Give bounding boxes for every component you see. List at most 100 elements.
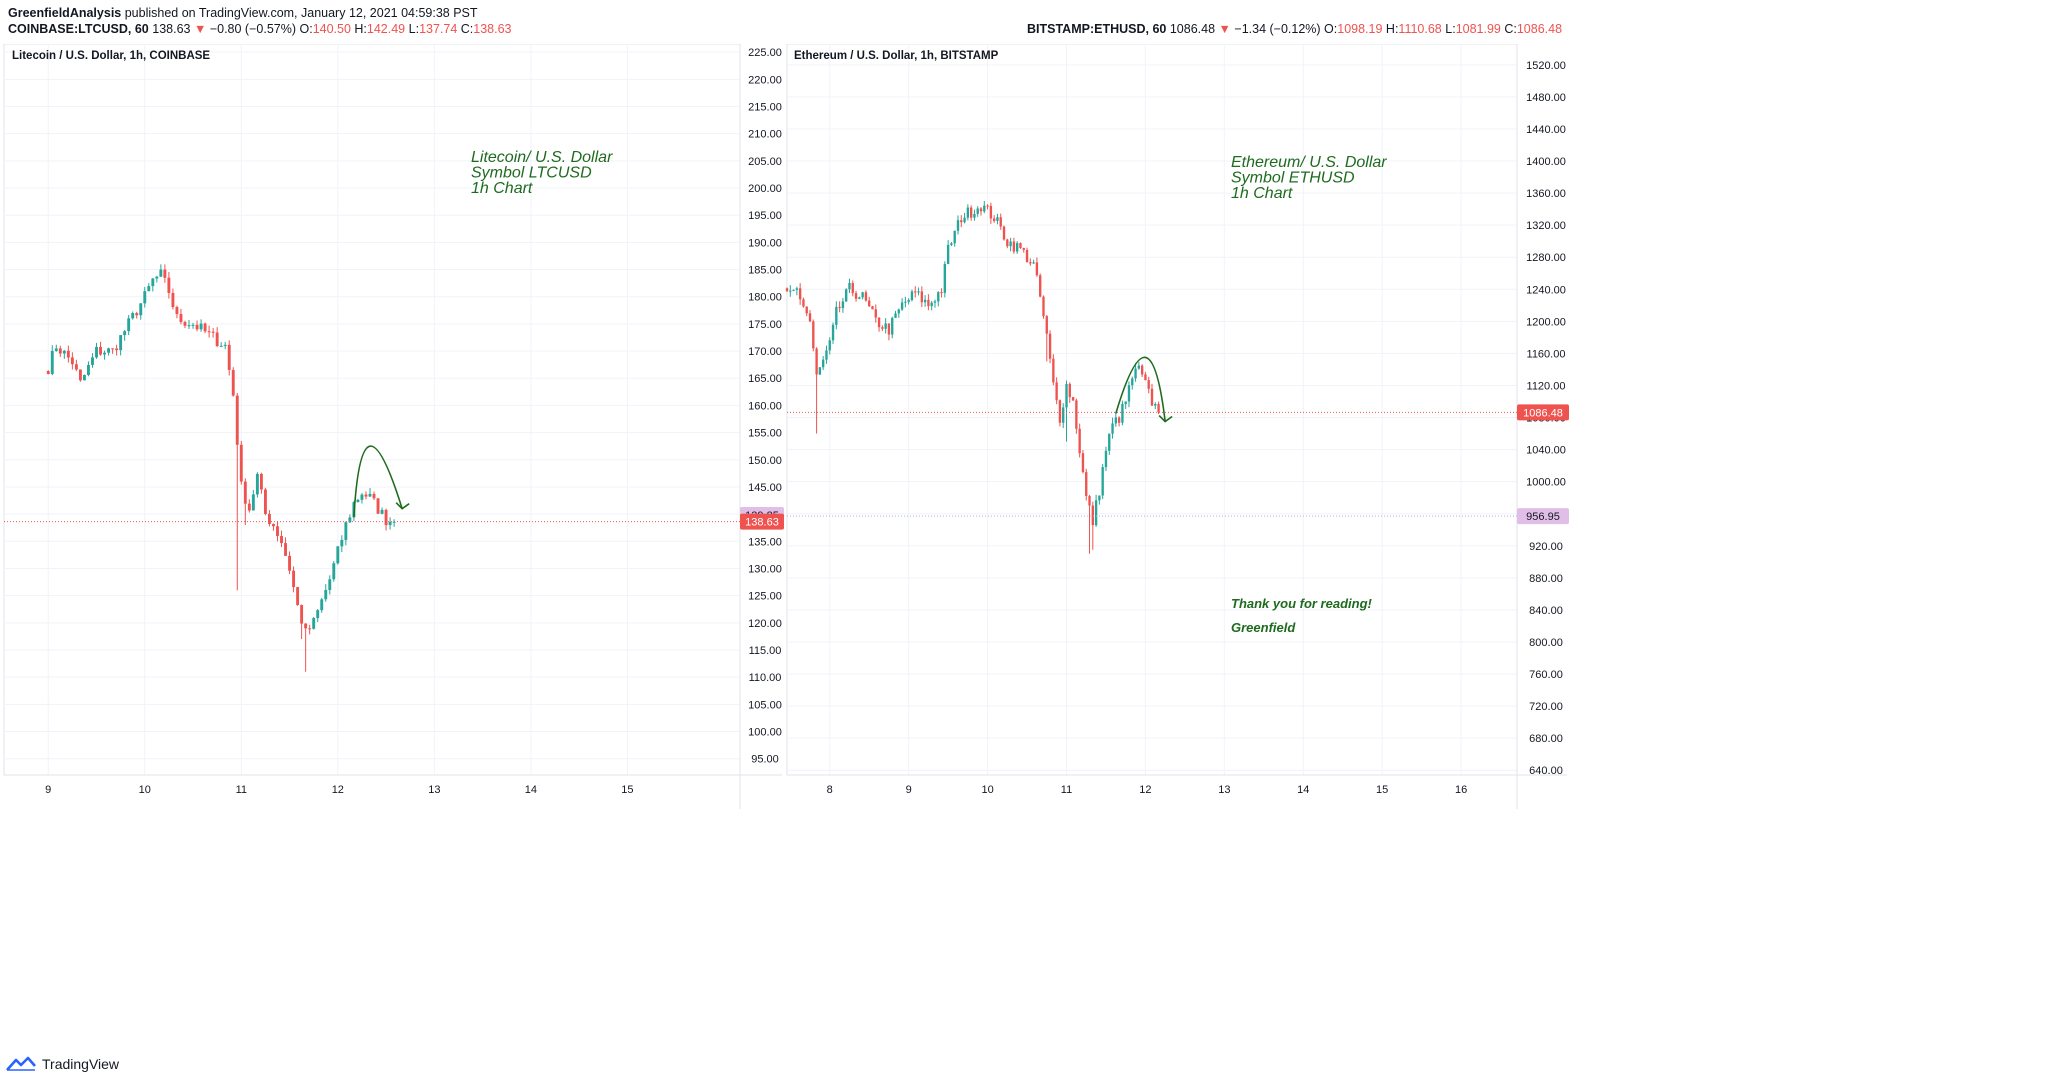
- eth-candle[interactable]: [874, 309, 877, 318]
- eth-candle[interactable]: [973, 213, 976, 218]
- eth-candle[interactable]: [1025, 249, 1029, 263]
- eth-candle[interactable]: [785, 288, 789, 292]
- tradingview-brand[interactable]: TradingView: [42, 1056, 120, 1072]
- eth-candle[interactable]: [1117, 417, 1121, 423]
- ltc-candle[interactable]: [115, 348, 119, 351]
- ltc-candle[interactable]: [219, 345, 223, 347]
- eth-candle[interactable]: [983, 205, 986, 212]
- ltc-candle[interactable]: [171, 292, 175, 308]
- ltc-candle[interactable]: [151, 278, 155, 287]
- ltc-candle[interactable]: [195, 324, 199, 330]
- eth-candle[interactable]: [845, 289, 848, 302]
- ltc-candle[interactable]: [239, 444, 243, 482]
- ltc-candle[interactable]: [78, 369, 82, 381]
- author-name[interactable]: GreenfieldAnalysis: [8, 6, 122, 20]
- ltc-candle[interactable]: [384, 509, 388, 526]
- ltc-candle[interactable]: [155, 276, 159, 279]
- eth-candle[interactable]: [1068, 383, 1071, 398]
- eth-candle[interactable]: [976, 208, 979, 214]
- eth-candle[interactable]: [1088, 495, 1091, 506]
- ltc-candle[interactable]: [308, 628, 312, 630]
- eth-candle[interactable]: [1085, 472, 1088, 496]
- eth-candle[interactable]: [1094, 500, 1098, 526]
- ltc-candle[interactable]: [348, 517, 352, 523]
- eth-candle[interactable]: [828, 340, 831, 351]
- eth-candle[interactable]: [1154, 404, 1157, 406]
- eth-candle[interactable]: [979, 208, 983, 212]
- ltc-candle[interactable]: [70, 357, 74, 365]
- eth-candle[interactable]: [841, 301, 845, 309]
- eth-candle[interactable]: [877, 317, 881, 328]
- ltc-candle[interactable]: [111, 348, 115, 350]
- eth-candle[interactable]: [805, 306, 808, 314]
- eth-candle[interactable]: [897, 309, 900, 314]
- ltc-candle[interactable]: [46, 371, 50, 374]
- eth-candle[interactable]: [1101, 467, 1104, 496]
- eth-candle[interactable]: [910, 291, 914, 301]
- eth-candle[interactable]: [1035, 262, 1039, 276]
- eth-candle[interactable]: [920, 291, 924, 303]
- eth-candle[interactable]: [864, 292, 868, 301]
- eth-candle[interactable]: [1052, 358, 1055, 383]
- ltc-last-price-tag[interactable]: [740, 513, 784, 530]
- eth-candle[interactable]: [795, 288, 799, 290]
- eth-candle[interactable]: [831, 324, 835, 341]
- eth-candle[interactable]: [1111, 423, 1114, 434]
- eth-candle[interactable]: [1009, 241, 1012, 247]
- ltc-candle[interactable]: [372, 493, 376, 499]
- eth-candle[interactable]: [914, 291, 917, 293]
- eth-candle[interactable]: [1144, 374, 1147, 381]
- eth-candle[interactable]: [887, 323, 891, 335]
- eth-candle[interactable]: [1134, 368, 1137, 379]
- ltc-candle[interactable]: [66, 350, 70, 358]
- ltc-candle[interactable]: [163, 269, 167, 278]
- ltc-candle[interactable]: [167, 277, 171, 293]
- eth-candle[interactable]: [848, 283, 851, 290]
- ltc-candle[interactable]: [344, 522, 348, 540]
- ltc-candle[interactable]: [255, 473, 259, 495]
- eth-candle[interactable]: [963, 217, 966, 223]
- ltc-candle[interactable]: [296, 587, 300, 606]
- ltc-candle[interactable]: [288, 555, 291, 571]
- eth-candle[interactable]: [940, 292, 943, 294]
- eth-candle[interactable]: [1002, 226, 1006, 240]
- ltc-candle[interactable]: [328, 579, 332, 590]
- eth-candle[interactable]: [1048, 333, 1052, 359]
- ltc-candle[interactable]: [183, 322, 187, 326]
- ltc-candle[interactable]: [251, 494, 255, 511]
- eth-candle[interactable]: [1039, 275, 1042, 297]
- ltc-candle[interactable]: [243, 481, 247, 504]
- eth-candle[interactable]: [881, 327, 884, 329]
- eth-candle[interactable]: [891, 317, 894, 335]
- ltc-candle[interactable]: [280, 535, 283, 544]
- eth-candle[interactable]: [950, 243, 953, 245]
- eth-candle[interactable]: [930, 302, 933, 307]
- ltc-candle[interactable]: [247, 503, 251, 511]
- eth-candle[interactable]: [1045, 316, 1048, 334]
- ltc-candle[interactable]: [263, 489, 267, 514]
- eth-candle[interactable]: [992, 218, 996, 221]
- eth-candle[interactable]: [933, 301, 937, 303]
- ltc-candle[interactable]: [131, 313, 135, 319]
- eth-candle[interactable]: [812, 321, 815, 349]
- eth-candle[interactable]: [1114, 417, 1118, 424]
- eth-candle[interactable]: [1071, 397, 1075, 401]
- eth-candle[interactable]: [956, 220, 960, 231]
- eth-candle[interactable]: [953, 230, 956, 244]
- eth-candle[interactable]: [1065, 383, 1068, 408]
- eth-candle[interactable]: [966, 207, 970, 218]
- ltc-candle[interactable]: [103, 352, 106, 355]
- eth-candle[interactable]: [923, 299, 927, 303]
- ltc-candle[interactable]: [235, 395, 239, 445]
- eth-candle[interactable]: [1058, 400, 1062, 423]
- eth-mark-price-tag[interactable]: [1517, 508, 1569, 525]
- ltc-candle[interactable]: [215, 332, 219, 347]
- eth-candle[interactable]: [871, 306, 874, 310]
- ltc-candle[interactable]: [99, 346, 102, 355]
- eth-candle[interactable]: [1012, 241, 1016, 252]
- ltc-candle[interactable]: [324, 589, 328, 600]
- ltc-candle[interactable]: [304, 623, 308, 629]
- eth-candle[interactable]: [851, 283, 854, 294]
- ltc-candle[interactable]: [123, 331, 127, 336]
- eth-plot-area[interactable]: [786, 44, 1518, 776]
